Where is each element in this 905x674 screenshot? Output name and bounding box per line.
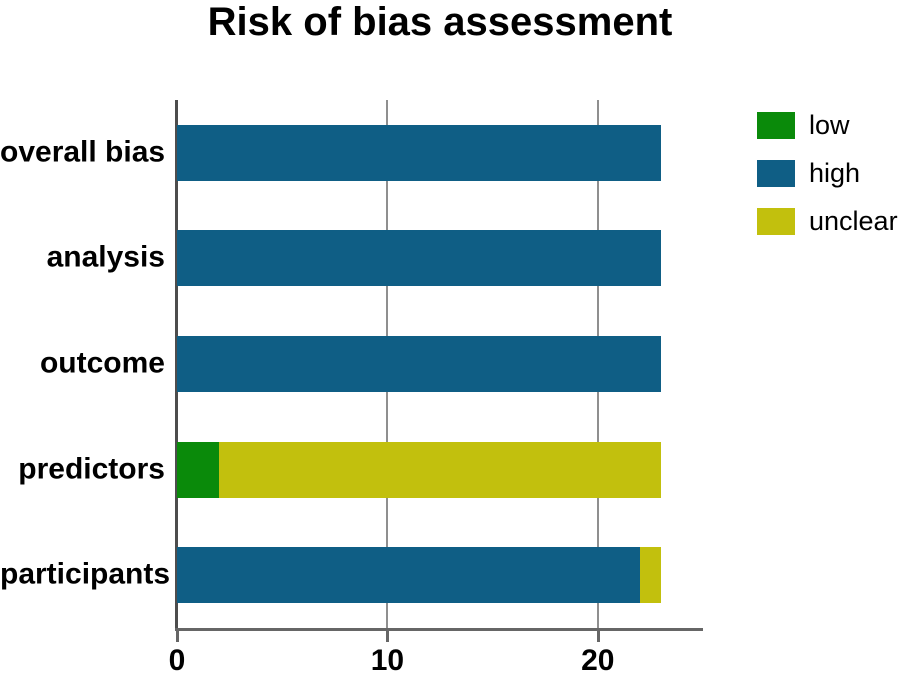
category-label: analysis — [46, 240, 165, 274]
bar-row — [177, 441, 703, 498]
bar-segment-unclear — [639, 547, 661, 604]
category-label: predictors — [18, 451, 165, 485]
x-tick-label: 10 — [370, 644, 405, 674]
bar-row — [177, 547, 703, 604]
legend: low high unclear — [757, 110, 898, 254]
x-tick-mark — [596, 631, 600, 642]
bar-segment-low — [177, 441, 220, 498]
legend-item-low: low — [757, 110, 898, 141]
bar-row — [177, 124, 703, 181]
legend-swatch-unclear — [757, 208, 795, 235]
y-axis-line — [175, 100, 178, 631]
category-label: overall bias — [0, 135, 166, 169]
bar-row — [177, 230, 703, 287]
x-tick-mark — [386, 631, 390, 642]
category-label: participants — [0, 557, 171, 591]
x-axis-line — [175, 628, 703, 631]
legend-label: low — [809, 110, 850, 140]
bar-segment-high — [177, 230, 661, 287]
bar-segment-high — [177, 547, 640, 604]
legend-label: high — [809, 158, 861, 188]
x-tick-label: 0 — [168, 644, 186, 674]
bar-segment-unclear — [219, 441, 661, 498]
bar-row — [177, 336, 703, 392]
x-tick-mark — [176, 631, 179, 642]
category-label: outcome — [39, 346, 165, 380]
bar-segment-high — [177, 124, 661, 181]
legend-swatch-low — [757, 112, 795, 139]
legend-label: unclear — [809, 206, 898, 236]
legend-item-unclear: unclear — [757, 206, 898, 237]
x-tick-label: 20 — [581, 644, 615, 674]
chart-title: Risk of bias assessment — [207, 0, 673, 44]
bar-segment-high — [177, 336, 661, 392]
legend-item-high: high — [757, 158, 898, 189]
legend-swatch-high — [757, 160, 795, 187]
